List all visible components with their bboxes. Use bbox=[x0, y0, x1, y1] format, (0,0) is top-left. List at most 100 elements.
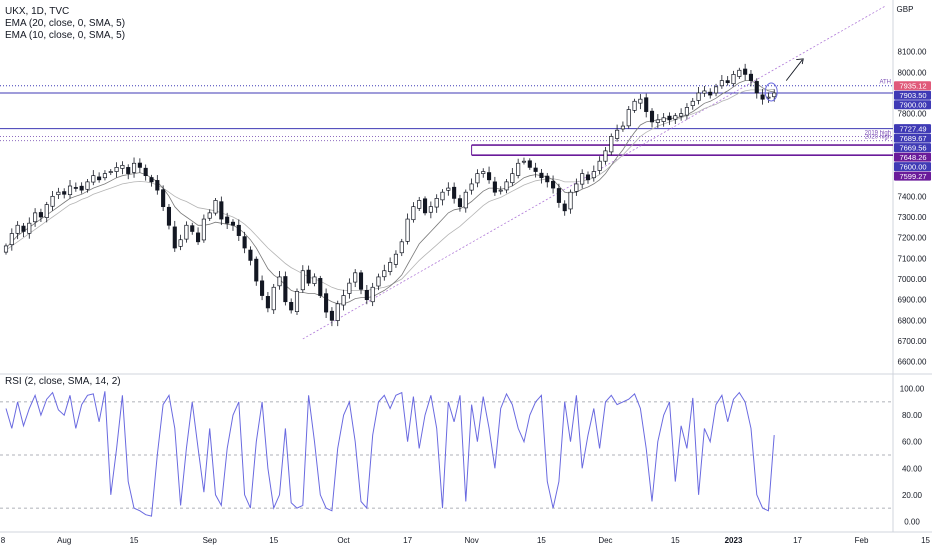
price-badge bbox=[894, 143, 931, 153]
price-badge-label: 7599.27 bbox=[899, 172, 926, 181]
candle-up bbox=[615, 129, 620, 139]
time-tick-label: 17 bbox=[793, 536, 802, 545]
candle-up bbox=[347, 282, 352, 294]
candle-down bbox=[644, 97, 649, 112]
legend-symbol[interactable]: UKX, 1D, TVC bbox=[5, 6, 70, 17]
candle-down bbox=[748, 73, 754, 81]
price-badge bbox=[894, 100, 931, 110]
candle-up bbox=[719, 80, 724, 87]
candle-up bbox=[114, 167, 119, 172]
candle-down bbox=[743, 68, 748, 75]
rsi-line bbox=[5, 391, 775, 517]
rsi-tick-label: 0.00 bbox=[904, 517, 920, 526]
candle-up bbox=[382, 270, 387, 278]
candle-up bbox=[312, 276, 317, 284]
rsi-tick-label: 20.00 bbox=[902, 491, 923, 500]
candle-up bbox=[516, 162, 521, 176]
candle-down bbox=[149, 177, 154, 183]
candle-down bbox=[562, 203, 567, 212]
price-tick-label: 6700.00 bbox=[898, 337, 927, 346]
candle-down bbox=[196, 232, 201, 243]
candle-down bbox=[725, 80, 730, 84]
legend-ema20[interactable]: EMA (20, close, 0, SMA, 5) bbox=[5, 18, 126, 29]
candle-up bbox=[50, 195, 55, 207]
highlight-circle bbox=[764, 82, 778, 102]
price-badge-label: 7689.67 bbox=[899, 134, 926, 143]
candle-down bbox=[492, 181, 497, 193]
ema20-line bbox=[5, 88, 775, 291]
candle-up bbox=[201, 218, 206, 241]
time-tick-label: Aug bbox=[57, 536, 71, 545]
candle-up bbox=[335, 303, 340, 321]
candle-down bbox=[254, 258, 259, 282]
price-badge-label: 7669.56 bbox=[899, 144, 926, 153]
time-tick-label: 15 bbox=[269, 536, 278, 545]
candle-up bbox=[399, 241, 404, 254]
time-tick-label: 15 bbox=[130, 536, 139, 545]
candle-up bbox=[737, 69, 742, 77]
candle-up bbox=[603, 150, 608, 162]
candle-down bbox=[190, 225, 195, 232]
price-tick-label: 7100.00 bbox=[898, 254, 927, 263]
price-badge-label: 7600.00 bbox=[899, 163, 926, 172]
candle-up bbox=[481, 171, 486, 174]
candle-up bbox=[638, 98, 643, 104]
candle-down bbox=[289, 302, 294, 311]
level-note: ATH bbox=[879, 80, 891, 86]
candle-down bbox=[21, 225, 26, 232]
candle-down bbox=[324, 293, 329, 313]
candle-up bbox=[498, 189, 503, 192]
candle-down bbox=[283, 276, 288, 303]
candle-up bbox=[632, 100, 637, 111]
price-badge bbox=[894, 124, 931, 134]
price-badge-label: 7727.49 bbox=[899, 125, 926, 134]
candle-up bbox=[434, 198, 439, 208]
candle-up bbox=[591, 171, 596, 179]
candle-up bbox=[696, 92, 701, 101]
legend-rsi[interactable]: RSI (2, close, SMA, 14, 2) bbox=[5, 376, 121, 387]
price-badge-label: 7900.00 bbox=[899, 101, 926, 110]
candle-down bbox=[422, 198, 428, 214]
time-tick-label: 17 bbox=[403, 536, 412, 545]
candle-down bbox=[73, 187, 78, 189]
candle-down bbox=[306, 269, 311, 284]
level-note: 2019 high bbox=[865, 130, 891, 136]
candle-up bbox=[684, 107, 689, 116]
price-tick-label: 7300.00 bbox=[898, 213, 927, 222]
candle-up bbox=[504, 181, 509, 191]
candle-down bbox=[329, 310, 334, 321]
candle-down bbox=[487, 172, 492, 181]
time-tick-label: Feb bbox=[855, 536, 869, 545]
candle-up bbox=[510, 173, 515, 184]
candle-up bbox=[67, 185, 73, 196]
candle-up bbox=[376, 276, 381, 287]
candle-up bbox=[9, 233, 14, 246]
price-tick-label: 7800.00 bbox=[898, 110, 927, 119]
time-tick-label: Nov bbox=[464, 536, 478, 545]
price-badge-label: 7903.50 bbox=[899, 91, 926, 100]
candle-down bbox=[230, 221, 236, 226]
rsi-pane bbox=[0, 391, 893, 517]
candle-down bbox=[760, 94, 765, 100]
legend-ema10[interactable]: EMA (10, close, 0, SMA, 5) bbox=[5, 30, 126, 41]
candle-down bbox=[79, 185, 84, 191]
candle-up bbox=[353, 272, 358, 283]
price-badge bbox=[894, 162, 931, 172]
candle-up bbox=[300, 270, 305, 291]
time-tick-label: 15 bbox=[537, 536, 546, 545]
price-tick-label: 7000.00 bbox=[898, 275, 927, 284]
price-axis[interactable]: 8100.00 8000.00 7800.00 7400.00 7300.00 7200.… bbox=[894, 48, 931, 527]
time-axis[interactable]: 8Aug15Sep15Oct17Nov15Dec15202317Feb15Mar… bbox=[1, 536, 932, 545]
candle-down bbox=[236, 224, 241, 236]
candle-up bbox=[673, 115, 678, 120]
level-note: 2020 high bbox=[865, 135, 891, 141]
candle-up bbox=[91, 175, 96, 183]
candle-down bbox=[527, 160, 532, 168]
candle-down bbox=[126, 167, 131, 174]
candle-down bbox=[556, 188, 561, 203]
candle-up bbox=[731, 74, 736, 85]
candle-up bbox=[44, 204, 49, 218]
currency-label: GBP bbox=[897, 5, 914, 14]
